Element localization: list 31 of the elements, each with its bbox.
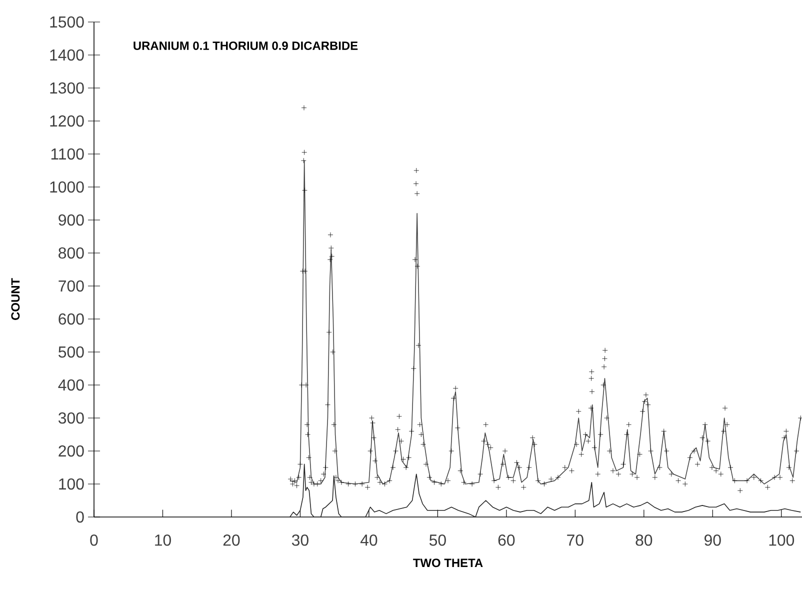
x-tick-label: 80 bbox=[636, 534, 652, 546]
y-tick-label: 1300 bbox=[50, 82, 84, 94]
x-tick-label: 60 bbox=[498, 534, 515, 546]
x-tick-label: 70 bbox=[567, 534, 584, 546]
x-axis-title: TWO THETA bbox=[413, 558, 483, 568]
x-tick-label: 30 bbox=[292, 534, 308, 546]
x-tick-label: 0 bbox=[90, 534, 98, 546]
y-tick-label: 1000 bbox=[50, 181, 84, 193]
x-tick-label: 20 bbox=[223, 534, 240, 546]
x-tick-label: 10 bbox=[155, 534, 171, 546]
y-tick-label: 300 bbox=[58, 412, 84, 424]
y-tick-label: 900 bbox=[58, 214, 84, 226]
y-tick-label: 1100 bbox=[51, 148, 84, 160]
x-tick-label: 50 bbox=[429, 534, 446, 546]
y-tick-label: 100 bbox=[59, 478, 84, 490]
x-tick-label: 90 bbox=[704, 534, 721, 546]
y-tick-label: 1500 bbox=[50, 16, 84, 28]
y-tick-label: 1400 bbox=[50, 49, 84, 61]
y-tick-label: 700 bbox=[58, 280, 84, 292]
y-tick-label: 1200 bbox=[50, 115, 84, 127]
x-tick-label: 100 bbox=[769, 534, 794, 546]
text: URANIUM 0.1 THORIUM 0.9 DICARBIDE bbox=[134, 41, 358, 50]
y-tick-label: 500 bbox=[58, 346, 84, 358]
y-tick-label: 0 bbox=[76, 511, 84, 523]
y-axis-title: COUNT bbox=[11, 278, 20, 320]
x-tick-label: 40 bbox=[360, 534, 378, 546]
y-tick-label: 200 bbox=[58, 445, 84, 457]
line-series bbox=[290, 160, 802, 484]
y-tick-label: 400 bbox=[58, 379, 84, 391]
y-tick-label: 800 bbox=[58, 247, 84, 259]
y-tick-label: 600 bbox=[58, 313, 84, 325]
